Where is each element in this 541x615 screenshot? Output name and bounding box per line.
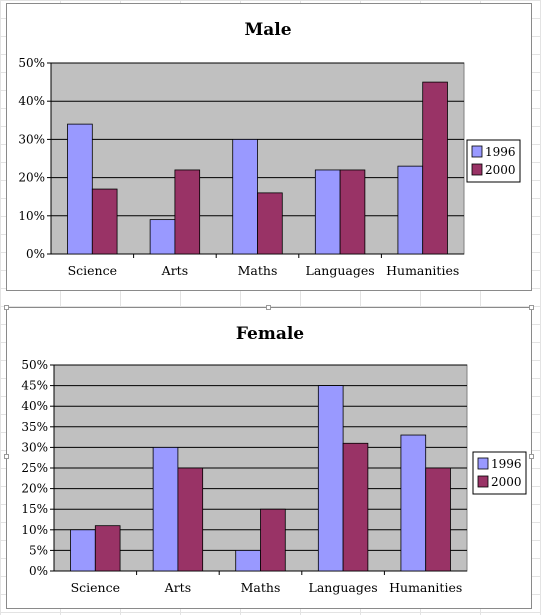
male-legend-swatch-2000 bbox=[471, 163, 483, 176]
female-bar-1996-science bbox=[70, 529, 96, 572]
female-category-label: Languages bbox=[309, 580, 378, 595]
male-legend: 1996 2000 bbox=[466, 139, 521, 183]
male-category-label: Humanities bbox=[386, 263, 459, 278]
female-bar-2000-arts bbox=[177, 467, 204, 572]
male-y-tick-label: 10% bbox=[18, 209, 45, 223]
male-bar-2000-arts bbox=[174, 169, 201, 255]
resize-handle-middle-left[interactable] bbox=[4, 454, 9, 459]
female-legend-label-2000: 2000 bbox=[491, 475, 522, 489]
male-bar-1996-arts bbox=[149, 219, 176, 255]
female-y-tick-label: 5% bbox=[29, 543, 48, 557]
female-category-label: Maths bbox=[241, 580, 281, 595]
male-category-label: Maths bbox=[238, 263, 278, 278]
male-bar-1996-maths bbox=[232, 138, 258, 255]
male-bar-2000-languages bbox=[339, 169, 366, 255]
male-category-label: Languages bbox=[306, 263, 375, 278]
female-category-label: Science bbox=[71, 580, 120, 595]
female-bar-2000-humanities bbox=[425, 467, 451, 572]
male-bar-1996-science bbox=[67, 123, 93, 255]
female-chart[interactable]: Female 0% 5% 10% 15% 20% 25% 30% 35% 40% 45% 50% Sci… bbox=[6, 307, 532, 609]
male-bar-1996-humanities bbox=[397, 165, 424, 255]
female-legend: 1996 2000 bbox=[472, 451, 527, 495]
male-chart-svg: Male 0% 10% 20% 30% 40% 50% Science Arts Maths Lan… bbox=[18, 20, 521, 278]
female-bar-2000-languages bbox=[342, 442, 369, 572]
male-bar-1996-languages bbox=[314, 169, 341, 255]
female-chart-svg: Female 0% 5% 10% 15% 20% 25% 30% 35% 40% 45% 50% Sci… bbox=[21, 324, 527, 595]
male-legend-swatch-1996 bbox=[471, 145, 483, 158]
male-chart[interactable]: Male 0% 10% 20% 30% 40% 50% Science Arts Maths Lan… bbox=[6, 3, 532, 291]
female-y-tick-label: 10% bbox=[21, 523, 48, 537]
male-bar-2000-maths bbox=[257, 192, 283, 255]
male-legend-label-1996: 1996 bbox=[485, 145, 516, 159]
resize-handle-top-left[interactable] bbox=[4, 305, 9, 310]
female-bar-1996-languages bbox=[317, 385, 344, 572]
female-y-tick-label: 0% bbox=[29, 564, 48, 578]
resize-handle-middle-right[interactable] bbox=[529, 454, 534, 459]
female-category-label: Arts bbox=[164, 580, 191, 595]
male-bar-2000-humanities bbox=[422, 81, 448, 255]
male-y-tick-label: 0% bbox=[26, 247, 45, 261]
female-bar-1996-arts bbox=[152, 446, 179, 572]
resize-handle-top-center[interactable] bbox=[266, 305, 271, 310]
female-y-tick-label: 35% bbox=[21, 420, 48, 434]
male-y-tick-label: 40% bbox=[18, 94, 45, 108]
female-legend-swatch-1996 bbox=[477, 457, 489, 470]
female-y-tick-label: 20% bbox=[21, 482, 48, 496]
female-bar-2000-science bbox=[94, 525, 121, 572]
male-y-tick-label: 20% bbox=[18, 171, 45, 185]
female-bar-2000-maths bbox=[260, 508, 286, 572]
female-y-tick-label: 15% bbox=[21, 502, 48, 516]
resize-handle-top-right[interactable] bbox=[529, 305, 534, 310]
female-y-tick-label: 50% bbox=[21, 358, 48, 372]
female-bar-1996-maths bbox=[235, 549, 261, 572]
female-legend-label-1996: 1996 bbox=[491, 457, 522, 471]
female-y-tick-label: 30% bbox=[21, 440, 48, 454]
male-legend-label-2000: 2000 bbox=[485, 163, 516, 177]
male-category-label: Arts bbox=[161, 263, 188, 278]
male-y-tick-label: 50% bbox=[18, 56, 45, 70]
female-chart-title: Female bbox=[236, 324, 304, 344]
female-y-tick-label: 40% bbox=[21, 399, 48, 413]
female-y-tick-label: 25% bbox=[21, 461, 48, 475]
female-bar-1996-humanities bbox=[400, 434, 427, 572]
male-chart-title: Male bbox=[244, 20, 291, 40]
female-category-label: Humanities bbox=[389, 580, 462, 595]
male-category-label: Science bbox=[68, 263, 117, 278]
male-y-tick-label: 30% bbox=[18, 132, 45, 146]
female-y-tick-label: 45% bbox=[21, 379, 48, 393]
female-legend-swatch-2000 bbox=[477, 475, 489, 488]
male-bar-2000-science bbox=[91, 188, 118, 255]
